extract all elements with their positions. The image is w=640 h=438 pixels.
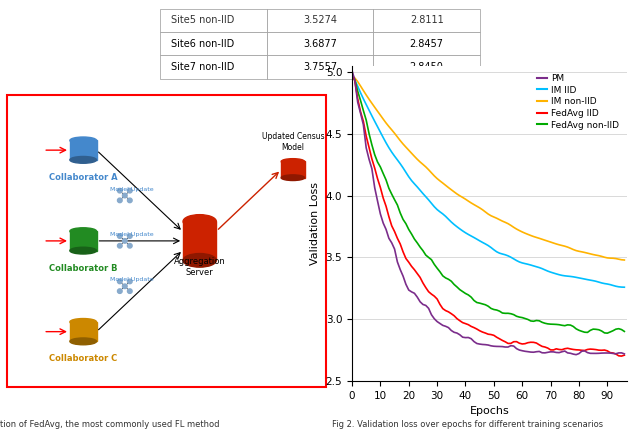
IM IID [504, 253, 512, 258]
FedAvg IID [419, 280, 427, 286]
Circle shape [122, 239, 127, 243]
Ellipse shape [70, 228, 97, 235]
FedAvg non-IID [484, 304, 492, 309]
FedAvg IID [618, 353, 625, 359]
Text: Model Update: Model Update [109, 232, 153, 237]
FedAvg IID [504, 341, 512, 346]
Text: Collaborator B: Collaborator B [49, 264, 118, 272]
IM non-IID [621, 258, 628, 263]
FedAvg non-IID [368, 142, 376, 148]
Text: Fig 1. Illustration of FedAvg, the most commonly used FL method: Fig 1. Illustration of FedAvg, the most … [0, 420, 220, 430]
Line: IM non-IID: IM non-IID [352, 76, 625, 260]
Circle shape [118, 279, 122, 284]
Circle shape [118, 289, 122, 293]
Circle shape [127, 244, 132, 248]
Circle shape [122, 284, 127, 289]
PM [572, 352, 580, 357]
IM non-IID [484, 212, 492, 217]
Text: Fig 2. Validation loss over epochs for different training scenarios: Fig 2. Validation loss over epochs for d… [332, 420, 603, 430]
Circle shape [127, 279, 132, 284]
IM IID [348, 74, 356, 79]
Ellipse shape [70, 137, 97, 144]
FedAvg IID [484, 332, 492, 337]
Ellipse shape [281, 175, 305, 180]
Bar [183, 222, 216, 260]
Text: Updated Census
Model: Updated Census Model [262, 132, 324, 152]
FedAvg non-IID [356, 98, 364, 103]
Line: FedAvg non-IID: FedAvg non-IID [352, 75, 625, 333]
FedAvg non-IID [621, 329, 628, 334]
Circle shape [127, 234, 132, 238]
PM [368, 166, 376, 171]
IM IID [621, 285, 628, 290]
FedAvg non-IID [504, 311, 512, 316]
PM [484, 343, 492, 348]
IM non-IID [348, 73, 356, 78]
Bar [70, 231, 97, 251]
PM [621, 351, 628, 357]
Circle shape [127, 198, 132, 203]
FedAvg non-IID [604, 331, 611, 336]
FedAvg IID [368, 156, 376, 162]
PM [348, 68, 356, 73]
FedAvg non-IID [419, 248, 427, 253]
Circle shape [122, 193, 127, 198]
Text: Model Update: Model Update [109, 277, 153, 283]
IM IID [558, 273, 566, 278]
Circle shape [118, 234, 122, 238]
Ellipse shape [70, 156, 97, 163]
Bar [70, 141, 97, 160]
Text: Collaborator C: Collaborator C [49, 354, 117, 364]
Text: Model Update: Model Update [109, 187, 153, 192]
IM non-IID [356, 83, 364, 88]
Line: FedAvg IID: FedAvg IID [352, 74, 625, 356]
FedAvg non-IID [558, 323, 566, 328]
IM IID [368, 113, 376, 118]
Circle shape [118, 244, 122, 248]
Circle shape [118, 198, 122, 203]
FedAvg IID [356, 109, 364, 114]
Bar [70, 322, 97, 341]
IM non-IID [504, 221, 512, 226]
Line: IM IID: IM IID [352, 77, 625, 287]
PM [356, 110, 364, 116]
FedAvg IID [348, 71, 356, 76]
IM non-IID [419, 162, 427, 167]
Line: PM: PM [352, 71, 625, 355]
Ellipse shape [70, 247, 97, 254]
X-axis label: Epochs: Epochs [470, 406, 509, 417]
IM non-IID [368, 101, 376, 106]
FedAvg non-IID [348, 72, 356, 78]
Ellipse shape [70, 318, 97, 325]
Circle shape [127, 188, 132, 193]
PM [419, 302, 427, 307]
PM [504, 344, 512, 350]
Legend: PM, IM IID, IM non-IID, FedAvg IID, FedAvg non-IID: PM, IM IID, IM non-IID, FedAvg IID, FedA… [533, 70, 623, 133]
Ellipse shape [183, 215, 216, 228]
Bar [281, 162, 305, 178]
Circle shape [127, 289, 132, 293]
Ellipse shape [281, 159, 305, 164]
Text: Aggregation
Server: Aggregation Server [174, 257, 225, 276]
IM IID [419, 191, 427, 196]
Y-axis label: Validation Loss: Validation Loss [310, 182, 320, 265]
IM IID [356, 90, 364, 95]
IM IID [484, 243, 492, 248]
Ellipse shape [70, 338, 97, 345]
Ellipse shape [183, 254, 216, 267]
Circle shape [118, 188, 122, 193]
PM [558, 349, 566, 354]
IM non-IID [558, 243, 566, 248]
FedAvg IID [558, 347, 566, 352]
Text: Collaborator A: Collaborator A [49, 173, 118, 182]
FedAvg IID [621, 353, 628, 358]
